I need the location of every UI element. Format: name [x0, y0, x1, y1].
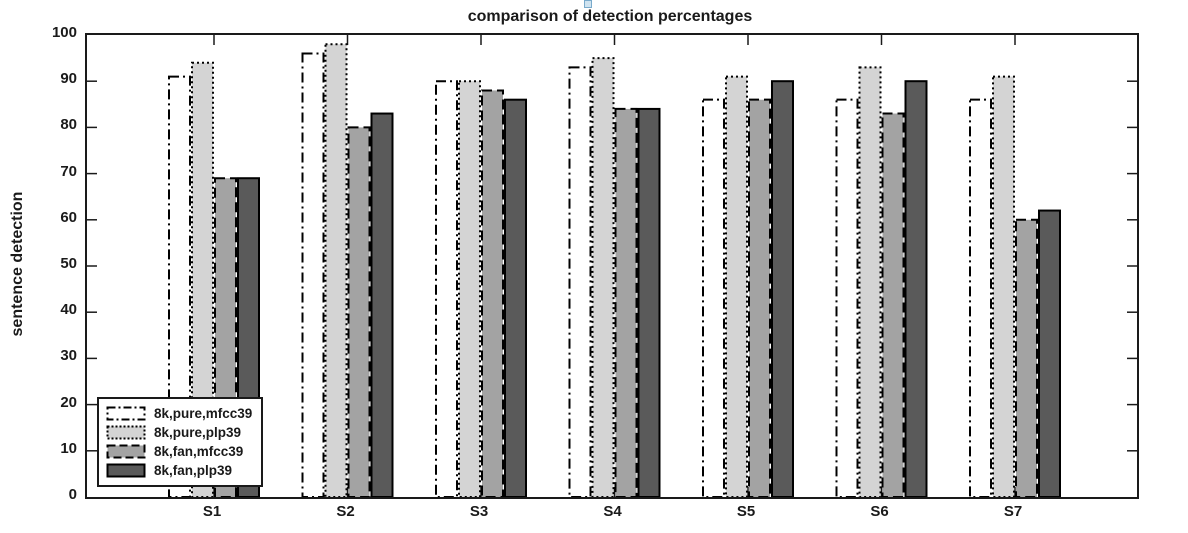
bar-s3-8k,pure,mfcc39	[435, 80, 458, 497]
plot-area: 8k,pure,mfcc39 8k,pure,plp39 8k,fan,mfcc39…	[85, 33, 1139, 499]
legend-entry: 8k,fan,mfcc39	[106, 442, 252, 461]
bar-s6-8k,fan,mfcc39	[881, 112, 905, 497]
bar-s1-8k,pure,mfcc39	[168, 75, 191, 497]
bar-s3-8k,pure,plp39	[458, 80, 481, 497]
bar-s3-8k,fan,mfcc39	[481, 89, 504, 497]
bar-s5-8k,pure,plp39	[725, 75, 748, 497]
legend-entry: 8k,fan,plp39	[106, 461, 252, 480]
chart-title: comparison of detection percentages	[467, 8, 753, 25]
bar-s7-8k,pure,plp39	[992, 75, 1015, 497]
y-axis-label: sentence detection	[9, 191, 26, 337]
selection-resize-handle-icon[interactable]	[584, 0, 592, 8]
bar-chart-canvas	[87, 35, 1137, 497]
legend-label: 8k,fan,mfcc39	[154, 444, 244, 459]
y-tick-label-50: 50	[60, 255, 77, 272]
x-tick-label-s5: S5	[736, 503, 756, 520]
legend-box: 8k,pure,mfcc39 8k,pure,plp39 8k,fan,mfcc39…	[97, 397, 264, 487]
bar-s2-8k,fan,plp39	[370, 112, 394, 497]
y-tick-label-70: 70	[60, 162, 77, 180]
legend-swatch-icon	[106, 444, 146, 459]
legend-label: 8k,pure,mfcc39	[154, 406, 253, 421]
legend-swatch-rect	[106, 425, 146, 440]
y-tick-label-10: 10	[60, 439, 77, 457]
bar-s5-8k,fan,plp39	[771, 80, 794, 497]
legend-swatch-rect	[106, 406, 146, 421]
x-tick-label-s7: S7	[1003, 503, 1023, 520]
bar-s5-8k,pure,mfcc39	[702, 98, 725, 497]
bar-s5-8k,fan,mfcc39	[748, 98, 771, 497]
y-tick-label-90: 90	[60, 70, 77, 88]
legend-label: 8k,fan,plp39	[154, 463, 233, 478]
x-tick-label-s3: S3	[469, 503, 489, 520]
bar-s3-8k,fan,plp39	[504, 98, 527, 497]
y-tick-label-20: 20	[60, 393, 77, 411]
bar-s4-8k,pure,plp39	[591, 57, 615, 497]
legend-entry: 8k,pure,mfcc39	[106, 404, 252, 423]
legend-swatch-icon	[106, 425, 146, 440]
y-tick-label-40: 40	[60, 301, 77, 319]
x-tick-label-s4: S4	[603, 503, 622, 520]
y-tick-label-60: 60	[60, 208, 77, 226]
bar-s2-8k,fan,mfcc39	[347, 126, 371, 497]
bar-s7-8k,fan,plp39	[1038, 209, 1061, 497]
x-tick-label-s2: S2	[336, 503, 355, 520]
y-tick-label-30: 30	[60, 347, 77, 365]
legend-label: 8k,pure,plp39	[154, 425, 242, 440]
bar-s4-8k,pure,mfcc39	[568, 66, 592, 497]
legend-swatch-rect	[106, 463, 146, 478]
bar-s7-8k,pure,mfcc39	[969, 98, 992, 497]
bar-s2-8k,pure,mfcc39	[301, 52, 325, 497]
legend-swatch-icon	[106, 406, 146, 421]
bar-s7-8k,fan,mfcc39	[1015, 218, 1038, 497]
bar-s4-8k,fan,mfcc39	[614, 107, 638, 497]
legend-swatch-icon	[106, 463, 146, 478]
bar-s6-8k,pure,plp39	[858, 66, 882, 497]
legend-swatch-rect	[106, 444, 146, 459]
y-tick-label-80: 80	[60, 116, 77, 134]
bar-s6-8k,pure,mfcc39	[835, 98, 859, 497]
bar-s6-8k,fan,plp39	[904, 80, 928, 497]
legend-entry: 8k,pure,plp39	[106, 423, 252, 442]
bar-s4-8k,fan,plp39	[637, 107, 661, 497]
y-tick-label-100: 100	[51, 24, 77, 41]
x-tick-label-s6: S6	[870, 503, 889, 520]
x-tick-label-s1: S1	[202, 503, 222, 520]
bar-s2-8k,pure,plp39	[324, 43, 348, 497]
y-tick-label-0: 0	[68, 486, 77, 503]
